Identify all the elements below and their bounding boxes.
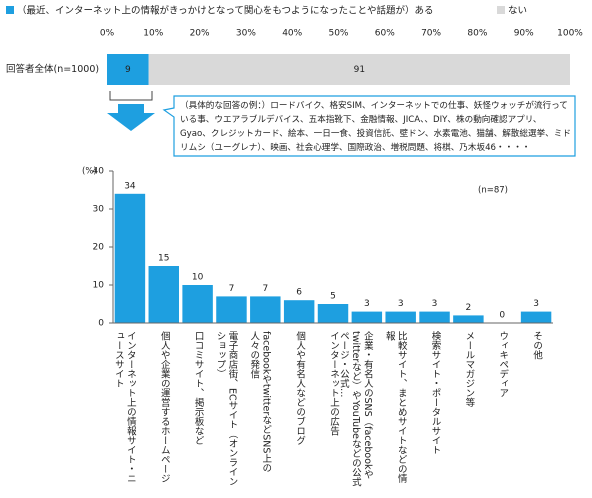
x-tick-label: 10% — [143, 29, 163, 39]
bar — [250, 296, 281, 323]
bar — [182, 285, 213, 323]
y-axis-unit: (%) — [82, 167, 97, 177]
bar — [520, 311, 552, 323]
x-tick-label: 0% — [100, 29, 115, 39]
data-label: 0 — [499, 311, 505, 321]
data-label: 10 — [192, 273, 204, 283]
sample-note: (n=87) — [478, 186, 508, 196]
bar — [351, 311, 383, 323]
bar — [453, 315, 484, 323]
data-label: 6 — [296, 288, 302, 298]
x-tick-label: 口コミサイト、掲示板など — [192, 331, 204, 445]
data-label: 7 — [262, 284, 268, 294]
data-label: 9 — [125, 65, 131, 75]
arrow — [107, 104, 155, 131]
data-label: 3 — [432, 299, 438, 309]
data-label: 7 — [229, 284, 235, 294]
y-tick-label: 20 — [93, 243, 105, 253]
bar-segment — [148, 54, 571, 85]
x-tick-label: facebookやtwitterなどSNS上の人々の発信 — [248, 331, 272, 473]
bar — [317, 304, 349, 323]
data-label: 5 — [330, 292, 336, 302]
bar — [419, 311, 450, 323]
x-tick-label: インターネット上の情報サイト・ニュースサイト — [112, 331, 136, 483]
y-tick-label: 10 — [93, 281, 105, 291]
x-tick-label: 90% — [514, 29, 534, 39]
x-tick-label: 個人や有名人などのブログ — [294, 331, 306, 445]
x-tick-label: 80% — [467, 29, 487, 39]
data-label: 15 — [158, 254, 169, 264]
bar — [148, 266, 179, 323]
x-tick-label: 60% — [375, 29, 395, 39]
bar — [283, 300, 315, 323]
bar-segment — [107, 54, 149, 85]
bar — [385, 311, 416, 323]
data-label: 34 — [124, 181, 136, 191]
data-label: 3 — [364, 299, 370, 309]
y-tick-label: 40 — [93, 167, 105, 177]
data-label: 3 — [533, 299, 539, 309]
x-tick-label: インターネット上の広告 — [328, 331, 339, 436]
bar — [114, 193, 146, 323]
x-tick-label: 個人や企業の運営するホームページ — [158, 331, 170, 483]
data-label: 91 — [354, 65, 365, 75]
callout-text: （具体的な回答の例：）ロードバイク、格安SIM、インターネットでの仕事、妖怪ウォ… — [180, 101, 571, 153]
x-tick-label: 70% — [421, 29, 441, 39]
callout-box — [162, 95, 576, 157]
legend-swatch — [497, 6, 505, 14]
bracket — [109, 91, 153, 101]
x-tick-label: 40% — [282, 29, 302, 39]
bar — [216, 296, 247, 323]
y-tick-label: 0 — [98, 319, 104, 329]
y-tick-label: 30 — [93, 205, 105, 215]
x-tick-label: 電子商店街、ECサイト（オンラインショップ） — [214, 331, 238, 487]
x-tick-label: 比較サイト、まとめサイトなどの情報 — [383, 331, 407, 483]
legend-label: （最近、インターネット上の情報がきっかけとなって関心をもつようになったことや話題… — [17, 5, 433, 17]
data-label: 2 — [466, 303, 472, 313]
x-tick-label: ウィキペディア — [497, 331, 509, 398]
x-tick-label: 50% — [328, 29, 348, 39]
y-tick-label: 回答者全体(n=1000) — [6, 63, 99, 75]
x-tick-label: メールマガジン等 — [463, 331, 475, 407]
x-tick-label: その他 — [531, 331, 543, 360]
legend-swatch — [6, 6, 14, 14]
x-tick-label: 100% — [557, 29, 583, 39]
x-tick-label: 検索サイト・ポータルサイト — [429, 331, 441, 455]
legend-label: ない — [508, 6, 527, 17]
x-tick-label: 20% — [190, 29, 210, 39]
x-tick-label: 企業・有名人のSNS（facebookやtwitterなど）やYouTubeなど… — [337, 331, 373, 487]
x-tick-label: 30% — [236, 29, 256, 39]
data-label: 3 — [398, 299, 404, 309]
